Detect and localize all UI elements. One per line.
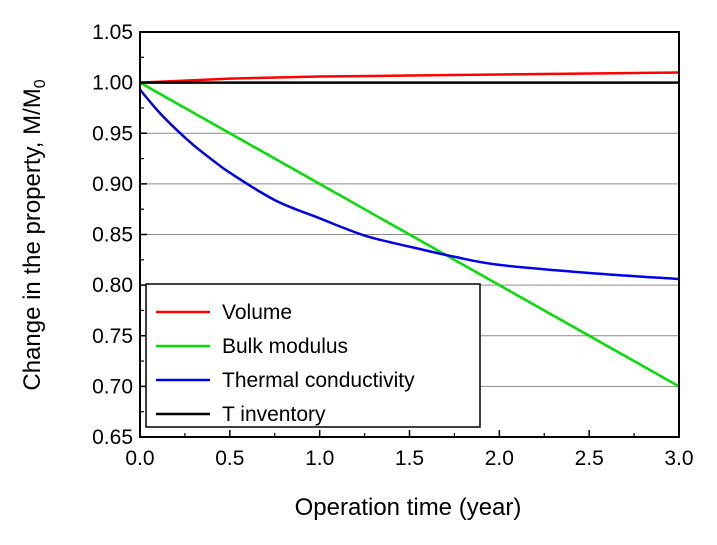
y-axis-title-main: Change in the property, M/M: [19, 88, 46, 390]
x-tick-label: 0.0: [125, 447, 154, 470]
series-line-thermal-conductivity: [139, 88, 680, 281]
x-tick-label: 1.0: [305, 447, 334, 470]
legend-label: Thermal conductivity: [222, 369, 415, 392]
y-tick-label: 0.80: [92, 274, 133, 297]
y-tick-label: 1.05: [92, 21, 133, 44]
x-tick-label: 1.5: [395, 447, 424, 470]
axis-ticks: [139, 31, 680, 438]
legend: Volume Bulk modulus Thermal conductivity T …: [145, 283, 481, 428]
x-tick-label: 3.0: [664, 447, 693, 470]
y-tick-label: 0.90: [92, 173, 133, 196]
x-tick-labels: 0.0 0.5 1.0 1.5 2.0 2.5 3.0: [125, 447, 693, 470]
y-tick-label: 0.70: [92, 375, 133, 398]
x-axis-title: Operation time (year): [295, 494, 522, 521]
y-tick-label: 0.85: [92, 224, 133, 247]
y-tick-labels: 0.65 0.70 0.75 0.80 0.85 0.90 0.95 1.00 1.05: [92, 21, 133, 449]
series-line-bulk-modulus: [139, 81, 680, 388]
y-tick-label: 0.75: [92, 325, 133, 348]
x-tick-label: 0.5: [215, 447, 244, 470]
y-tick-label: 0.65: [92, 426, 133, 449]
legend-box: [145, 283, 481, 428]
x-tick-label: 2.5: [575, 447, 604, 470]
legend-label: Volume: [222, 301, 292, 324]
x-tick-label: 2.0: [485, 447, 514, 470]
y-tick-label: 1.00: [92, 72, 133, 95]
legend-label: Bulk modulus: [222, 335, 348, 358]
series-lines: [139, 71, 680, 388]
y-axis-title-subscript: 0: [32, 79, 49, 88]
legend-label: T inventory: [222, 403, 326, 426]
y-axis-title: Change in the property, M/M0: [19, 79, 49, 390]
y-tick-label: 0.95: [92, 122, 133, 145]
series-line-volume: [139, 71, 680, 84]
